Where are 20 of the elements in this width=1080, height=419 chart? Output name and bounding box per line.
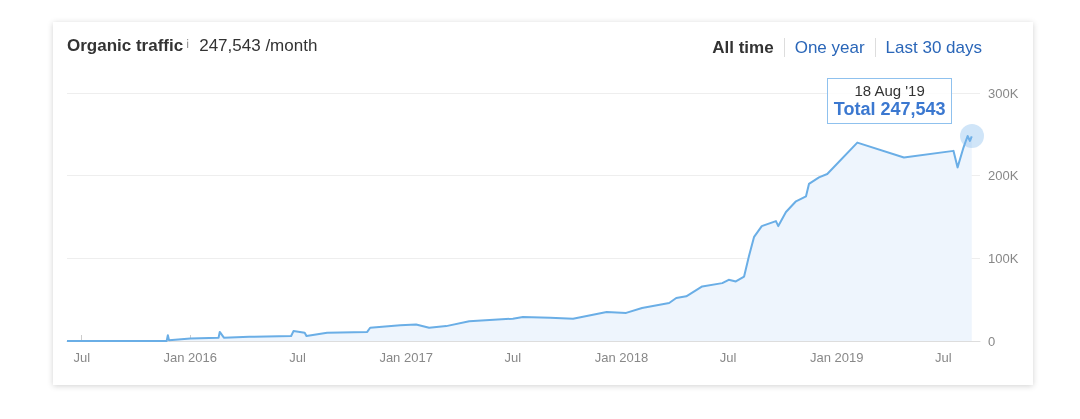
y-tick-label: 200K [988,168,1019,184]
text: One year [783,38,875,57]
y-tick-label: 100K [988,250,1019,266]
chart-title: Organic traffic [67,36,184,55]
x-tick-label: Jan 2019 [809,350,864,365]
x-tick-label: Jan 2018 [594,350,649,365]
x-tick-label: Jul [289,350,307,365]
x-tick-label: Jul [935,350,952,365]
chart-subtitle: 247,543 /month [199,36,318,55]
x-tick-label: Jan 2017 [379,350,433,365]
x-tick-label: Jul [73,350,91,365]
text: Last 30 days [874,38,992,57]
text: All time [711,38,775,57]
x-tick-label: Jul [504,350,522,365]
x-tick-label: Jul [719,350,737,365]
annotation: 18 Aug '19 [853,82,926,100]
x-tick-label: Jan 2016 [163,350,218,365]
annotation: Total 247,543 [833,99,946,121]
y-tick-label: 0 [988,333,996,349]
y-tick-label: 300K [988,85,1019,101]
